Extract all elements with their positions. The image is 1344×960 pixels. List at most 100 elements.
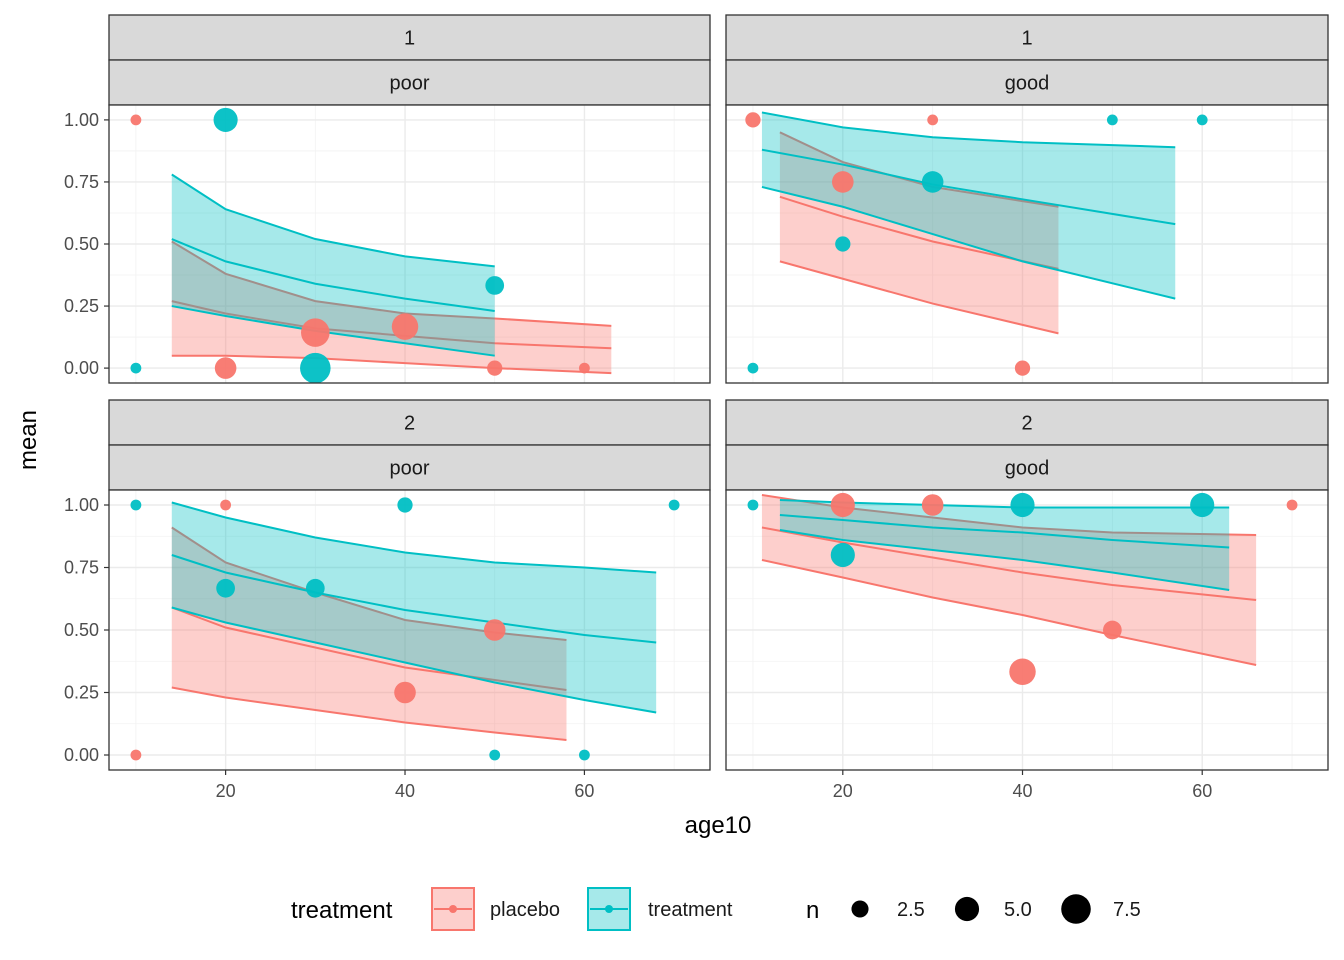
point-treatment	[579, 749, 590, 761]
ribbon-placebo	[761, 495, 1257, 665]
point-placebo	[487, 360, 503, 376]
strip-top-box	[108, 14, 711, 61]
x-tick-label: 60	[1192, 781, 1212, 801]
line-upper-treatment	[761, 111, 1176, 149]
point-placebo	[214, 357, 237, 379]
line-lower-treatment	[779, 529, 1230, 591]
legend-size-label: 2.5	[897, 899, 925, 921]
legend-key-dot-treatment	[605, 905, 613, 913]
y-axis-title: mean	[15, 410, 42, 470]
point-treatment	[668, 499, 680, 511]
point-treatment	[921, 171, 944, 193]
line-lower-placebo	[171, 686, 567, 741]
line-lower-placebo	[171, 354, 612, 375]
legend-label-placebo: placebo	[490, 899, 560, 921]
line-mean-treatment	[171, 554, 657, 644]
x-tick-label: 40	[395, 781, 415, 801]
point-treatment	[489, 749, 501, 761]
strip-bottom-box	[108, 444, 711, 491]
point-treatment	[305, 578, 325, 598]
strip-bottom-label: good	[1005, 458, 1050, 480]
legend-size-label: 7.5	[1113, 899, 1141, 921]
line-lower-treatment	[761, 185, 1176, 300]
y-tick-label: 0.50	[64, 234, 99, 254]
y-tick-label: 0.25	[64, 683, 99, 703]
point-treatment	[1196, 114, 1208, 126]
point-treatment	[1190, 492, 1215, 518]
point-treatment	[835, 236, 851, 252]
panel-4: 2 good 20 40 60	[725, 399, 1329, 801]
line-upper-placebo	[171, 526, 567, 641]
ribbon-placebo	[171, 241, 612, 374]
y-tick-label: 1.00	[64, 495, 99, 515]
point-placebo	[483, 619, 506, 641]
y-tick-label: 0.25	[64, 296, 99, 316]
ribbon-treatment	[171, 502, 657, 713]
panels-layer: 1 poor 0.00 0.25 0.50 0.75 1.00 1 good 2 poor 0.00 0…	[64, 14, 1329, 801]
line-mean-placebo	[171, 606, 567, 691]
ribbon-placebo	[171, 527, 567, 740]
line-upper-treatment	[171, 173, 495, 268]
panel-border	[725, 104, 1329, 384]
line-mean-treatment	[779, 514, 1230, 549]
line-lower-placebo	[779, 260, 1059, 335]
point-treatment	[130, 499, 142, 511]
point-placebo	[1009, 658, 1036, 685]
panel-border	[725, 489, 1329, 771]
panel-2: 1 good	[725, 14, 1329, 384]
point-treatment	[213, 107, 238, 132]
y-tick-label: 0.00	[64, 358, 99, 378]
ribbon-treatment	[171, 174, 495, 356]
y-tick-label: 0.00	[64, 745, 99, 765]
strip-top-box	[725, 14, 1329, 61]
panel-1: 1 poor 0.00 0.25 0.50 0.75 1.00	[64, 14, 711, 384]
strip-bottom-box	[725, 444, 1329, 491]
x-tick-label: 20	[833, 781, 853, 801]
point-placebo	[927, 114, 939, 126]
point-placebo	[830, 492, 855, 518]
y-tick-label: 0.75	[64, 558, 99, 578]
line-lower-placebo	[761, 559, 1257, 666]
point-treatment	[747, 362, 759, 374]
point-placebo	[130, 749, 142, 761]
legend-size-key	[1061, 894, 1091, 924]
point-treatment	[747, 499, 759, 511]
strip-top-label: 1	[404, 28, 415, 50]
ribbon-treatment	[779, 500, 1230, 590]
legend-size-title: n	[806, 897, 819, 924]
point-treatment	[130, 362, 142, 374]
line-mean-placebo	[761, 526, 1257, 601]
y-tick-label: 0.50	[64, 620, 99, 640]
strip-bottom-box	[108, 59, 711, 106]
legend-key-dot-placebo	[449, 905, 457, 913]
panel-3: 2 poor 0.00 0.25 0.50 0.75 1.00 20 40 60	[64, 399, 711, 801]
point-placebo	[220, 499, 232, 511]
x-tick-label: 20	[216, 781, 236, 801]
point-placebo	[301, 318, 330, 347]
strip-bottom-label: good	[1005, 73, 1050, 95]
point-placebo	[579, 362, 590, 374]
point-placebo	[1286, 499, 1298, 511]
line-mean-treatment	[171, 238, 495, 313]
legend-size-key	[954, 896, 980, 922]
point-treatment	[1010, 492, 1035, 518]
legend-color-title: treatment	[291, 897, 393, 924]
point-treatment	[216, 578, 235, 598]
line-lower-treatment	[171, 606, 657, 714]
legend-size-label: 5.0	[1004, 899, 1032, 921]
line-upper-treatment	[171, 501, 657, 574]
strip-top-label: 1	[1021, 28, 1032, 50]
y-tick-label: 0.75	[64, 172, 99, 192]
point-placebo	[130, 114, 142, 126]
x-tick-label: 60	[574, 781, 594, 801]
strip-top-label: 2	[404, 413, 415, 435]
point-placebo	[745, 112, 761, 128]
x-axis-title: age10	[685, 812, 752, 839]
y-tick-label: 1.00	[64, 110, 99, 130]
strip-top-box	[725, 399, 1329, 446]
point-treatment	[397, 497, 413, 513]
legend-size-key	[851, 900, 869, 918]
point-treatment	[830, 542, 855, 568]
point-placebo	[391, 313, 419, 340]
